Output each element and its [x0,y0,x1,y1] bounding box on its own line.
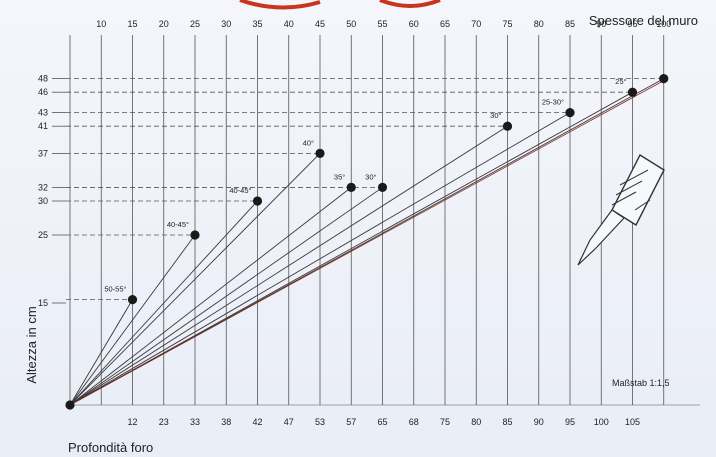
data-point-marker [190,230,200,240]
data-point-marker [377,182,388,192]
data-point-marker [252,196,263,206]
bottom-tick-label: 38 [221,417,231,427]
data-point-marker [127,295,138,305]
bottom-tick-label: 42 [252,417,262,427]
angle-label: 50-55° [104,285,126,294]
chart-title: Spessore del muro [589,13,698,28]
top-tick-label: 65 [440,19,450,29]
bottom-tick-label: 65 [377,417,387,427]
top-tick-label: 95 [627,19,637,29]
top-tick-label: 30 [221,19,231,29]
data-point-marker [502,121,513,131]
angle-label: 30° [490,111,501,120]
bottom-tick-label: 47 [284,417,294,427]
angle-label: 25° [615,77,626,86]
ray-line [69,153,321,406]
ray-line [69,299,133,406]
angle-label: 25-30° [542,98,564,107]
bottom-tick-label: 80 [471,417,481,427]
ray-line [69,112,571,406]
angle-label: 40-45° [229,186,251,195]
top-tick-label: 55 [377,19,387,29]
angle-label: 40-45° [167,220,189,229]
top-tick-label: 40 [284,19,294,29]
bottom-tick-label: 53 [315,417,325,427]
y-tick-label: 25 [38,230,48,240]
bottom-tick-label: 33 [190,417,200,427]
top-tick-label: 60 [409,19,419,29]
top-tick-label: 70 [471,19,481,29]
angle-label: 40° [303,138,314,147]
ray-line [69,187,383,406]
ray-line [69,200,258,406]
y-tick-label: 48 [38,74,48,84]
y-tick-label: 43 [38,108,48,118]
data-point-marker [659,74,669,84]
bottom-tick-label: 95 [565,417,575,427]
y-tick-label: 15 [38,298,48,308]
y-tick-label: 41 [38,121,48,131]
bottom-tick-label: 57 [346,417,356,427]
y-tick-label: 32 [38,182,48,192]
bottom-tick-label: 12 [127,417,137,427]
top-tick-label: 80 [534,19,544,29]
ray-line [69,91,633,406]
y-axis-label: Altezza in cm [24,306,39,383]
y-tick-label: 30 [38,196,48,206]
x-axis-label: Profondità foro [68,440,153,455]
ray-line [69,125,508,406]
decorative-red-arc [239,0,321,10]
y-tick-label: 46 [38,87,48,97]
data-point-marker [315,148,325,158]
bottom-tick-label: 100 [594,417,609,427]
bottom-tick-label: 23 [159,417,169,427]
origin-marker [65,400,75,410]
ray-line [69,187,352,406]
bottom-tick-label: 75 [440,417,450,427]
data-point-marker [346,182,356,192]
top-tick-label: 10 [96,19,106,29]
ray-line [69,234,196,406]
bottom-tick-label: 85 [502,417,512,427]
angle-label: 35° [334,172,345,181]
top-tick-label: 25 [190,19,200,29]
top-tick-label: 15 [127,19,137,29]
bottom-tick-label: 105 [625,417,640,427]
bottom-tick-label: 68 [409,417,419,427]
drill-bit-icon [577,154,665,266]
bottom-tick-label: 90 [534,417,544,427]
angle-label: 30° [365,172,376,181]
y-tick-label: 37 [38,148,48,158]
data-point-marker [627,87,638,97]
top-tick-label: 90 [596,19,606,29]
top-tick-label: 20 [159,19,169,29]
top-tick-label: 35 [252,19,262,29]
data-point-marker [565,108,575,118]
top-tick-label: 100 [656,19,671,29]
top-tick-label: 50 [346,19,356,29]
decorative-red-arc-2 [379,0,441,8]
ray-line-accent [69,80,664,406]
top-tick-label: 85 [565,19,575,29]
top-tick-label: 45 [315,19,325,29]
scale-note: Maßstab 1:1,5 [612,378,670,388]
top-tick-label: 75 [502,19,512,29]
